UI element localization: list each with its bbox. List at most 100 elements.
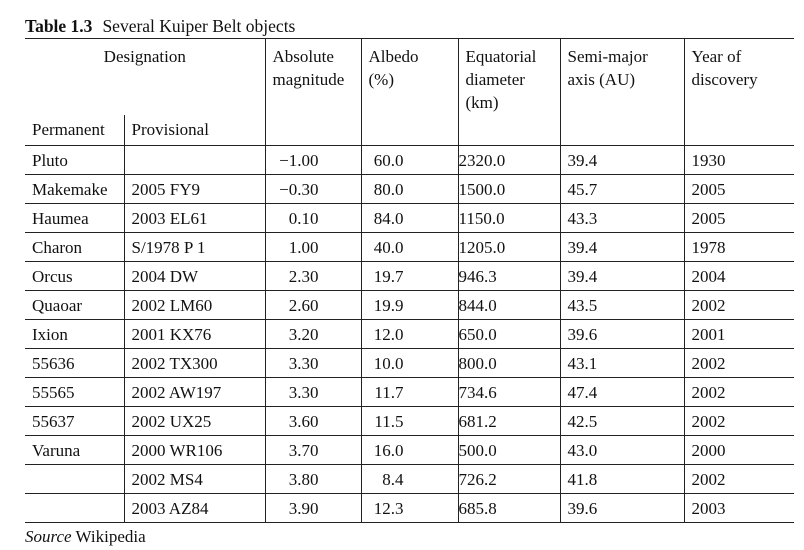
absolute-magnitude-cell: 3.20 [265, 319, 362, 349]
permanent-cell: Varuna [25, 435, 125, 465]
absolute-magnitude-cell: 2.60 [265, 290, 362, 320]
diameter-cell: 726.2 [458, 464, 561, 494]
year-cell: 2001 [684, 319, 794, 349]
diameter-cell: 685.8 [458, 493, 561, 523]
diameter-cell: 500.0 [458, 435, 561, 465]
provisional-cell: 2002 AW197 [124, 377, 266, 407]
year-cell: 1930 [684, 145, 794, 175]
table-row: Quaoar 2002 LM60 2.60 19.9 844.0 43.5 2002 [25, 290, 794, 320]
table-row: 2002 MS4 3.80 8.4 726.2 41.8 2002 [25, 464, 794, 494]
albedo-cell: 40.0 [361, 232, 459, 262]
albedo-cell: 60.0 [361, 145, 459, 175]
absolute-magnitude-cell: 0.10 [265, 203, 362, 233]
designation-header: Designation [25, 38, 266, 115]
absolute-magnitude-cell: 3.60 [265, 406, 362, 436]
absolute-magnitude-cell: 3.30 [265, 348, 362, 378]
albedo-cell: 19.7 [361, 261, 459, 291]
permanent-cell [25, 464, 125, 494]
absolute-magnitude-cell: 3.30 [265, 377, 362, 407]
year-cell: 2002 [684, 377, 794, 407]
semi-major-axis-cell: 47.4 [560, 377, 685, 407]
table-row: 2003 AZ84 3.90 12.3 685.8 39.6 2003 [25, 493, 794, 523]
semi-major-axis-cell: 41.8 [560, 464, 685, 494]
year-cell: 2005 [684, 203, 794, 233]
albedo-cell: 12.0 [361, 319, 459, 349]
permanent-cell: Quaoar [25, 290, 125, 320]
table-caption: Table 1.3 Several Kuiper Belt objects [25, 16, 295, 37]
absolute-magnitude-cell: 2.30 [265, 261, 362, 291]
provisional-cell: 2004 DW [124, 261, 266, 291]
diameter-cell: 1150.0 [458, 203, 561, 233]
albedo-cell: 11.5 [361, 406, 459, 436]
absolute-magnitude-cell: 3.90 [265, 493, 362, 523]
table-row: 55636 2002 TX300 3.30 10.0 800.0 43.1 2002 [25, 348, 794, 378]
permanent-header: Permanent [25, 114, 125, 146]
absolute-magnitude-cell: −1.00 [265, 145, 362, 175]
diameter-cell: 681.2 [458, 406, 561, 436]
table-number: Table 1.3 [25, 16, 93, 36]
source-text: Wikipedia [75, 527, 146, 546]
semi-major-axis-cell: 39.4 [560, 145, 685, 175]
table-row: Ixion 2001 KX76 3.20 12.0 650.0 39.6 2001 [25, 319, 794, 349]
year-cell: 1978 [684, 232, 794, 262]
semi-major-axis-cell: 42.5 [560, 406, 685, 436]
albedo-cell: 80.0 [361, 174, 459, 204]
provisional-cell: 2002 MS4 [124, 464, 266, 494]
provisional-cell: S/1978 P 1 [124, 232, 266, 262]
semi-major-axis-header: Semi-major axis (AU) [560, 38, 685, 146]
table-row: Pluto −1.00 60.0 2320.0 39.4 1930 [25, 145, 794, 175]
semi-major-axis-cell: 43.5 [560, 290, 685, 320]
permanent-cell: Haumea [25, 203, 125, 233]
absolute-magnitude-header: Absolute magnitude [265, 38, 362, 146]
table-row: Haumea 2003 EL61 0.10 84.0 1150.0 43.3 2005 [25, 203, 794, 233]
diameter-cell: 734.6 [458, 377, 561, 407]
albedo-cell: 10.0 [361, 348, 459, 378]
semi-major-axis-cell: 39.4 [560, 232, 685, 262]
provisional-cell: 2002 UX25 [124, 406, 266, 436]
albedo-cell: 12.3 [361, 493, 459, 523]
table-row: Makemake 2005 FY9 −0.30 80.0 1500.0 45.7 2005 [25, 174, 794, 204]
diameter-cell: 2320.0 [458, 145, 561, 175]
albedo-cell: 19.9 [361, 290, 459, 320]
year-of-discovery-header: Year of discovery [684, 38, 794, 146]
permanent-cell: Makemake [25, 174, 125, 204]
year-cell: 2002 [684, 464, 794, 494]
diameter-cell: 844.0 [458, 290, 561, 320]
albedo-cell: 84.0 [361, 203, 459, 233]
permanent-cell: Pluto [25, 145, 125, 175]
year-cell: 2004 [684, 261, 794, 291]
diameter-cell: 650.0 [458, 319, 561, 349]
semi-major-axis-cell: 43.1 [560, 348, 685, 378]
permanent-cell: 55637 [25, 406, 125, 436]
diameter-cell: 1500.0 [458, 174, 561, 204]
provisional-header: Provisional [124, 114, 266, 146]
albedo-cell: 8.4 [361, 464, 459, 494]
year-cell: 2003 [684, 493, 794, 523]
source-label: Source [25, 527, 72, 546]
semi-major-axis-cell: 39.6 [560, 493, 685, 523]
table-row: Varuna 2000 WR106 3.70 16.0 500.0 43.0 2000 [25, 435, 794, 465]
permanent-cell: Orcus [25, 261, 125, 291]
semi-major-axis-cell: 43.0 [560, 435, 685, 465]
year-cell: 2002 [684, 348, 794, 378]
absolute-magnitude-cell: −0.30 [265, 174, 362, 204]
semi-major-axis-cell: 45.7 [560, 174, 685, 204]
permanent-cell: Charon [25, 232, 125, 262]
provisional-cell: 2005 FY9 [124, 174, 266, 204]
year-cell: 2000 [684, 435, 794, 465]
table-body: Pluto −1.00 60.0 2320.0 39.4 1930 Makemake 2005… [25, 145, 794, 523]
year-cell: 2002 [684, 290, 794, 320]
diameter-cell: 1205.0 [458, 232, 561, 262]
diameter-cell: 800.0 [458, 348, 561, 378]
table-row: 55637 2002 UX25 3.60 11.5 681.2 42.5 2002 [25, 406, 794, 436]
table-source: Source Wikipedia [25, 527, 146, 547]
albedo-cell: 16.0 [361, 435, 459, 465]
diameter-cell: 946.3 [458, 261, 561, 291]
table-row: 55565 2002 AW197 3.30 11.7 734.6 47.4 2002 [25, 377, 794, 407]
kuiper-belt-table: Designation Absolute magnitude Albedo (%) … [25, 38, 794, 523]
permanent-cell: 55636 [25, 348, 125, 378]
provisional-cell: 2001 KX76 [124, 319, 266, 349]
provisional-cell: 2002 LM60 [124, 290, 266, 320]
absolute-magnitude-cell: 1.00 [265, 232, 362, 262]
provisional-cell: 2003 EL61 [124, 203, 266, 233]
